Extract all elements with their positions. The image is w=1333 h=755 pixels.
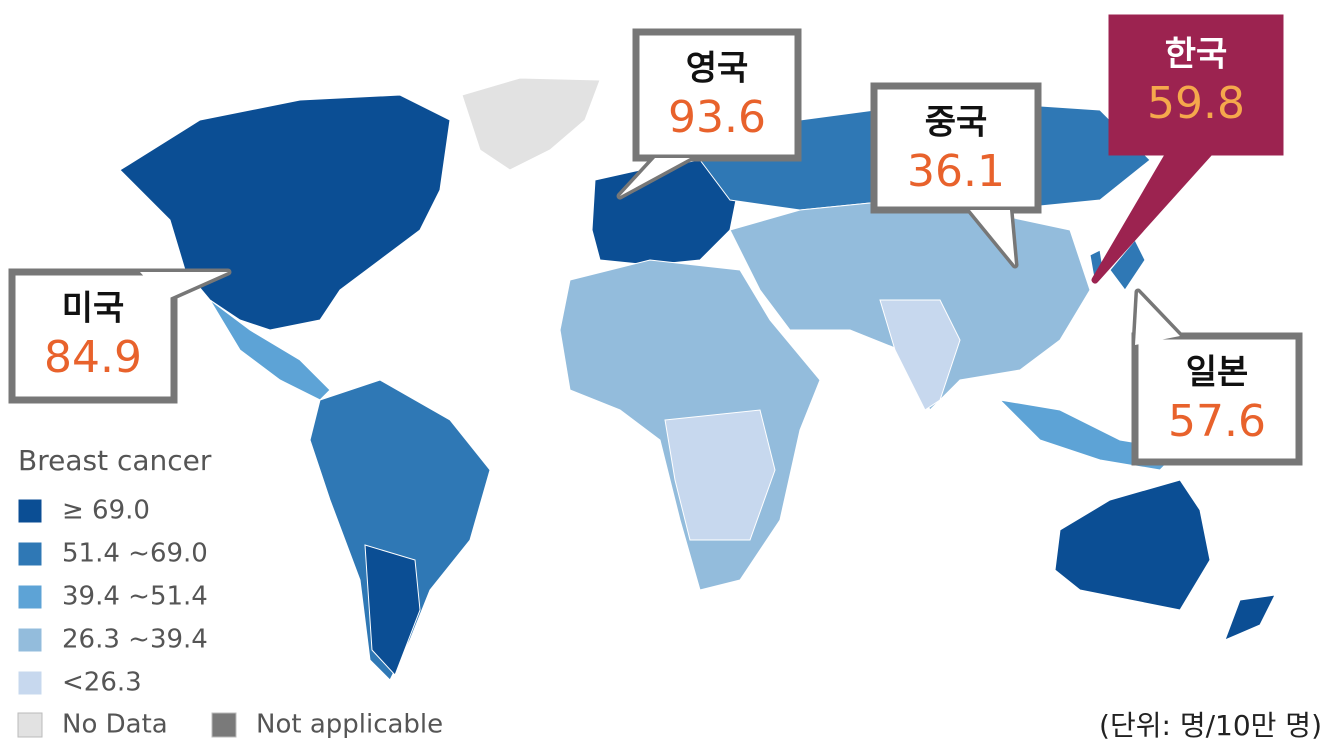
callout-box: [632, 28, 802, 162]
callout-tail-cover: [140, 272, 228, 300]
legend-title: Breast cancer: [18, 444, 212, 477]
legend-swatch: [17, 498, 43, 524]
legend-swatch: [17, 627, 43, 653]
legend: Breast cancer ≥ 69.0 51.4 ~69.0 39.4 ~51.4…: [17, 444, 443, 740]
legend-swatch: [17, 670, 43, 696]
australia: [1054, 479, 1211, 611]
legend-label: <26.3: [62, 668, 142, 698]
legend-label: 39.4 ~51.4: [62, 582, 208, 612]
central-america: [209, 299, 331, 401]
legend-label: 26.3 ~39.4: [62, 625, 208, 655]
japan: [1109, 239, 1146, 291]
callout-tail-cover: [1095, 152, 1210, 280]
incidence-value: 84.9: [44, 332, 142, 383]
south-america: [309, 379, 491, 681]
callout-tail-cover: [1135, 292, 1180, 345]
callout-box: [1131, 332, 1303, 466]
legend-swatch: [17, 584, 43, 610]
incidence-value: 59.8: [1147, 78, 1245, 129]
callout-tail-cover: [620, 158, 690, 196]
greenland: [461, 77, 601, 171]
legend-swatch: [211, 712, 237, 738]
callout-box: [8, 268, 178, 404]
world-map: [119, 77, 1276, 681]
new-zealand: [1224, 594, 1276, 641]
country-name: 중국: [925, 103, 988, 143]
legend-label: ≥ 69.0: [62, 496, 150, 526]
incidence-value: 36.1: [907, 146, 1005, 197]
callout-box: [870, 82, 1042, 214]
callout-box: [1108, 14, 1284, 156]
legend-label: 51.4 ~69.0: [62, 539, 208, 569]
incidence-value: 93.6: [668, 92, 766, 143]
callout-tail-cover: [970, 210, 1015, 265]
india: [879, 299, 961, 411]
incidence-value: 57.6: [1168, 396, 1266, 447]
legend-swatch: [17, 712, 43, 738]
unit-note: (단위: 명/10만 명): [1099, 709, 1322, 742]
south-america-south: [364, 544, 421, 676]
legend-label: No Data: [62, 710, 168, 740]
country-name: 미국: [62, 289, 125, 329]
country-name: 일본: [1186, 353, 1249, 393]
legend-label: Not applicable: [256, 710, 443, 740]
central-africa: [664, 409, 776, 541]
country-name: 한국: [1165, 35, 1228, 75]
country-name: 영국: [686, 49, 749, 89]
legend-swatch: [17, 541, 43, 567]
